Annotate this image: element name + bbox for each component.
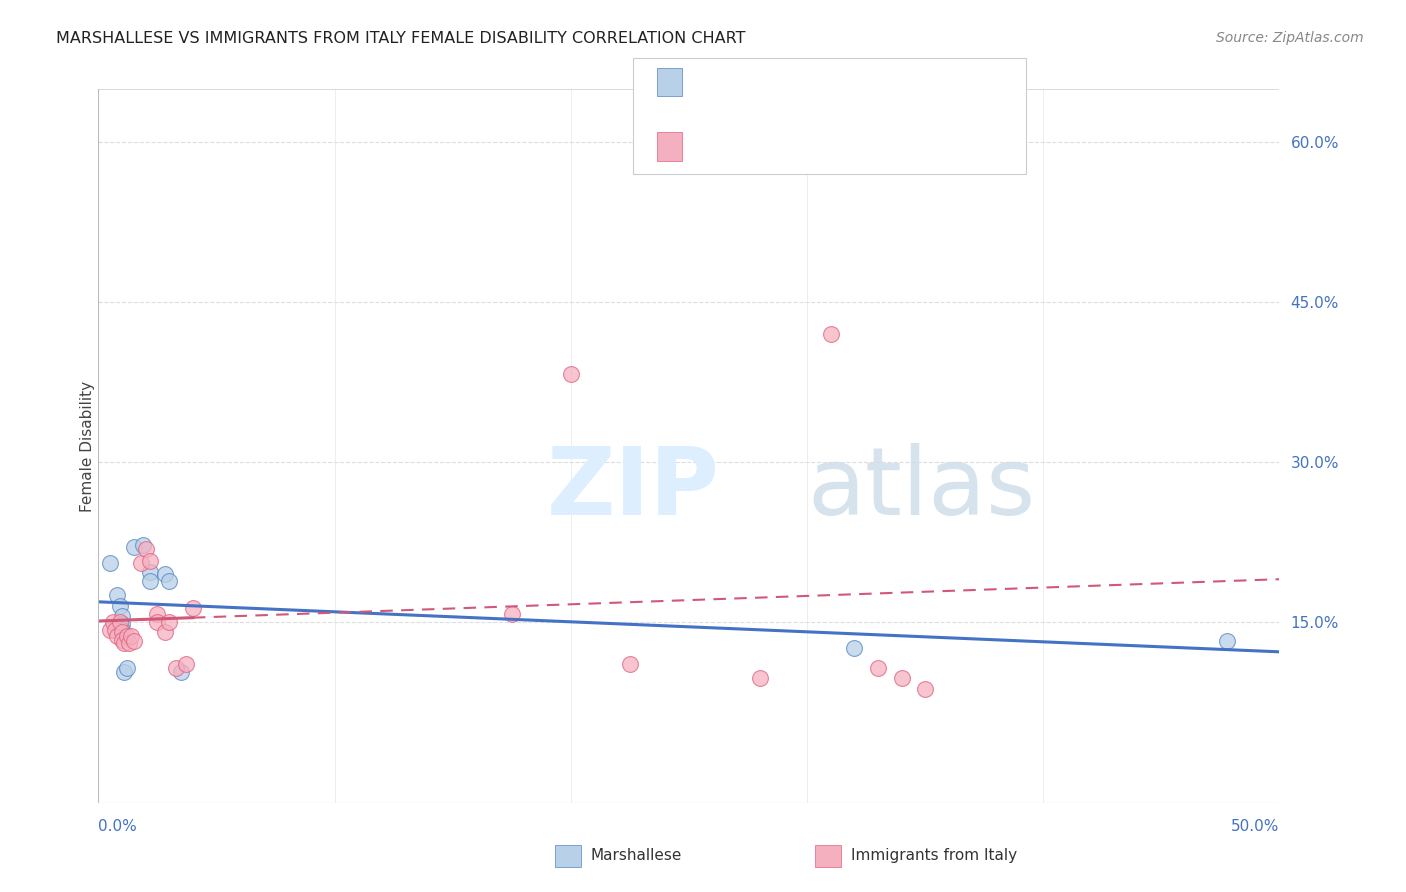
Text: ZIP: ZIP <box>547 442 720 535</box>
Point <box>1216 634 1239 648</box>
Point <box>108 599 131 613</box>
Text: 50.0%: 50.0% <box>1232 819 1279 834</box>
Point <box>105 588 128 602</box>
Point <box>111 625 134 640</box>
Point <box>115 629 138 643</box>
Text: Marshallese: Marshallese <box>591 848 682 863</box>
Point <box>866 660 889 674</box>
Point <box>890 671 912 685</box>
Point <box>157 615 180 629</box>
Point <box>153 566 176 581</box>
Point <box>111 609 134 624</box>
Point <box>146 615 169 629</box>
Point <box>844 641 866 656</box>
Text: R = 0.084: R = 0.084 <box>693 139 773 153</box>
Text: N = 16: N = 16 <box>858 75 918 89</box>
Point <box>111 616 134 631</box>
Point <box>101 615 124 629</box>
Point <box>122 634 145 648</box>
Text: N = 27: N = 27 <box>858 139 918 153</box>
Point <box>118 636 141 650</box>
Point <box>174 657 197 672</box>
Point <box>111 632 134 647</box>
Point <box>129 556 152 570</box>
Text: MARSHALLESE VS IMMIGRANTS FROM ITALY FEMALE DISABILITY CORRELATION CHART: MARSHALLESE VS IMMIGRANTS FROM ITALY FEM… <box>56 31 745 46</box>
Point <box>153 625 176 640</box>
Point <box>748 671 770 685</box>
Point <box>108 615 131 629</box>
Point <box>104 624 127 638</box>
Point <box>135 542 157 557</box>
Y-axis label: Female Disability: Female Disability <box>80 380 94 512</box>
Point <box>501 607 523 622</box>
Point <box>820 327 842 342</box>
Point <box>139 574 162 589</box>
Point <box>112 636 135 650</box>
Text: R = -0.192: R = -0.192 <box>693 75 779 89</box>
Point <box>115 660 138 674</box>
Point <box>98 624 121 638</box>
Point <box>146 607 169 622</box>
Text: 0.0%: 0.0% <box>98 819 138 834</box>
Point <box>170 665 193 679</box>
Point <box>139 565 162 579</box>
Point <box>139 554 162 568</box>
Text: Source: ZipAtlas.com: Source: ZipAtlas.com <box>1216 31 1364 45</box>
Point <box>914 681 936 696</box>
Text: Immigrants from Italy: Immigrants from Italy <box>851 848 1017 863</box>
Point <box>121 629 143 643</box>
Point <box>132 538 155 552</box>
Point <box>619 657 641 672</box>
Point <box>560 367 582 381</box>
Point <box>105 629 128 643</box>
Point <box>111 624 134 638</box>
Point <box>181 600 204 615</box>
Point <box>112 665 135 679</box>
Point <box>157 574 180 589</box>
Point <box>165 660 187 674</box>
Text: atlas: atlas <box>807 442 1035 535</box>
Point <box>98 556 121 570</box>
Point <box>122 540 145 554</box>
